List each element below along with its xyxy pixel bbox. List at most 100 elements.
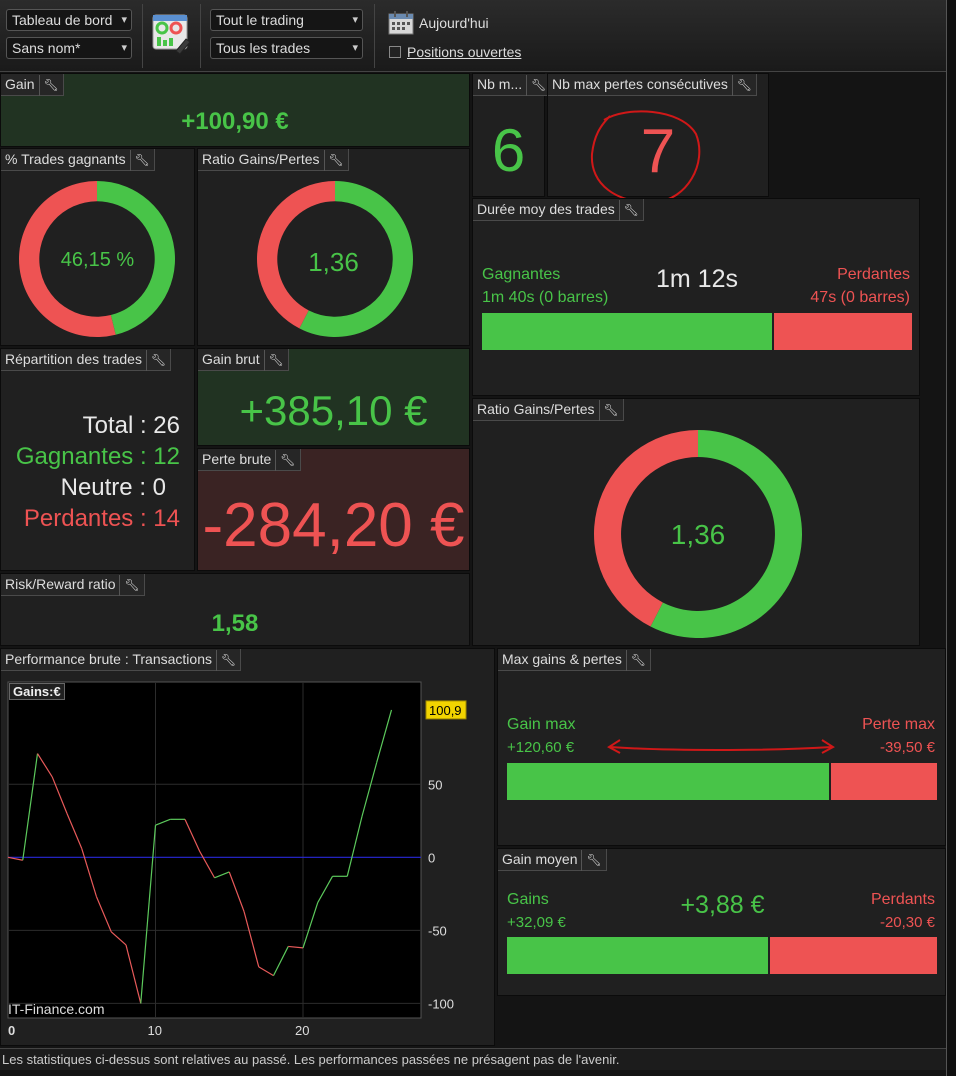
gain-brut-panel: Gain brut 🔧︎ +385,10 € xyxy=(197,348,470,446)
wrench-icon[interactable]: 🔧︎ xyxy=(263,350,284,371)
ratio-small-value: 1,36 xyxy=(308,247,359,277)
loss-bar xyxy=(770,937,937,974)
duree-loss-label: Perdantes xyxy=(837,266,910,283)
panel-title: Ratio Gains/Pertes 🔧︎ xyxy=(473,399,624,421)
chevron-down-icon: ▾ xyxy=(121,42,127,54)
nb-m-panel: Nb m... 🔧︎ 6 xyxy=(472,73,552,197)
panel-title-text: Gain brut xyxy=(202,351,260,367)
line-segment-down xyxy=(95,896,112,933)
panel-title: Gain 🔧︎ xyxy=(1,74,64,96)
duree-win-value: 1m 40s (0 barres) xyxy=(482,289,609,306)
donut-loss-slice xyxy=(19,181,116,337)
performance-chart[interactable]: 50 0 -50 -100 0 10 20 100,9 xyxy=(1,673,494,1045)
y-tick-label: -50 xyxy=(428,923,447,938)
y-tick-label: -100 xyxy=(428,996,454,1011)
perte-brute-value: -284,20 € xyxy=(202,491,465,560)
panel-title: Gain brut 🔧︎ xyxy=(198,349,289,371)
open-positions-checkbox[interactable] xyxy=(389,46,401,58)
wrench-icon[interactable]: 🔧︎ xyxy=(216,650,236,671)
risk-reward-value: 1,58 xyxy=(211,610,259,637)
panel-title-text: Nb max pertes consécutives xyxy=(552,76,728,92)
line-segment-down xyxy=(228,871,245,912)
x-tick-label: 10 xyxy=(148,1023,162,1038)
duree-loss-value: 47s (0 barres) xyxy=(810,289,910,306)
layout-name-select[interactable]: Sans nom* ▾ xyxy=(6,37,132,59)
line-segment-up xyxy=(346,816,363,877)
wrench-icon[interactable]: 🔧︎ xyxy=(598,400,619,421)
max-gp-win-value: +120,60 € xyxy=(507,739,575,756)
disclaimer-footer: Les statistiques ci-dessus sont relative… xyxy=(0,1048,946,1070)
nb-max-pertes-panel: Nb max pertes consécutives 🔧︎ 7 xyxy=(547,73,769,204)
line-segment-down xyxy=(110,931,127,946)
panel-title: Risk/Reward ratio 🔧︎ xyxy=(1,574,145,596)
wrench-icon[interactable]: 🔧︎ xyxy=(581,850,602,871)
ratio-small-donut xyxy=(257,181,413,337)
panel-title: Max gains & pertes 🔧︎ xyxy=(498,649,652,671)
pct-trades-value: 46,15 % xyxy=(60,249,135,271)
gain-moyen-win-label: Gains xyxy=(507,891,549,908)
wrench-icon[interactable]: 🔧︎ xyxy=(526,75,546,96)
trades-filter-select[interactable]: Tous les trades ▾ xyxy=(210,37,363,59)
panel-title-text: Ratio Gains/Pertes xyxy=(477,401,595,417)
line-segment-up xyxy=(376,709,393,763)
repartition-neutre: Neutre : 0 xyxy=(60,474,166,501)
dashboard-config-icon[interactable] xyxy=(152,13,192,55)
win-bar xyxy=(507,763,829,800)
trading-scope-select[interactable]: Tout le trading ▾ xyxy=(210,9,363,31)
wrench-icon[interactable]: 🔧︎ xyxy=(119,575,140,596)
line-segment-down xyxy=(81,848,98,897)
panel-title-text: Gain moyen xyxy=(502,851,578,867)
wrench-icon[interactable]: 🔧︎ xyxy=(145,350,166,371)
ratio-big-donut xyxy=(594,430,802,638)
wrench-icon[interactable]: 🔧︎ xyxy=(38,75,59,96)
open-positions-label[interactable]: Positions ouvertes xyxy=(407,44,522,60)
line-segment-up xyxy=(22,753,39,861)
wrench-icon[interactable]: 🔧︎ xyxy=(323,150,344,171)
line-segment-down xyxy=(51,776,68,814)
pct-trades-donut xyxy=(19,181,176,337)
wrench-icon[interactable]: 🔧︎ xyxy=(129,150,150,171)
wrench-icon[interactable]: 🔧︎ xyxy=(731,75,752,96)
line-segment-up xyxy=(361,762,378,817)
panel-title: Nb max pertes consécutives 🔧︎ xyxy=(548,74,758,96)
panel-title: Nb m... 🔧︎ xyxy=(473,74,552,96)
line-segment-up xyxy=(140,825,157,1004)
nb-m-value: 6 xyxy=(491,117,526,184)
dashboard-select[interactable]: Tableau de bord ▾ xyxy=(6,9,132,31)
toolbar: Tableau de bord ▾ Sans nom* ▾ Tout le trad… xyxy=(0,0,946,72)
today-button[interactable]: Aujourd'hui xyxy=(419,15,489,31)
wrench-icon[interactable]: 🔧︎ xyxy=(625,650,646,671)
panel-title-text: Nb m... xyxy=(477,76,523,92)
y-tick-label: 50 xyxy=(428,777,442,792)
chevron-down-icon: ▾ xyxy=(352,14,358,26)
layout-name-value: Sans nom* xyxy=(12,40,81,56)
gain-moyen-loss-label: Perdants xyxy=(870,891,935,908)
wrench-icon[interactable]: 🔧︎ xyxy=(275,450,296,471)
dashboard-select-value: Tableau de bord xyxy=(12,12,113,28)
line-segment-up xyxy=(317,876,334,903)
panel-title-text: Gain xyxy=(5,76,35,92)
panel-title: Gain moyen 🔧︎ xyxy=(498,849,607,871)
panel-title-text: Ratio Gains/Pertes xyxy=(202,151,320,167)
panel-title: Performance brute : Transactions 🔧︎ xyxy=(1,649,242,671)
gain-brut-value: +385,10 € xyxy=(239,387,428,434)
risk-reward-panel: Risk/Reward ratio 🔧︎ 1,58 xyxy=(0,573,470,646)
toolbar-divider xyxy=(200,4,201,68)
wrench-icon[interactable]: 🔧︎ xyxy=(618,200,639,221)
loss-bar xyxy=(831,763,937,800)
line-segment-down xyxy=(36,753,53,778)
line-segment-down xyxy=(66,813,83,849)
panel-title-text: Répartition des trades xyxy=(5,351,142,367)
line-segment-up xyxy=(302,902,319,949)
calendar-icon[interactable] xyxy=(388,11,414,35)
panel-title-text: Performance brute : Transactions xyxy=(5,651,212,667)
toolbar-divider xyxy=(142,4,143,68)
panel-title: Durée moy des trades 🔧︎ xyxy=(473,199,644,221)
donut-loss-slice xyxy=(594,430,698,627)
duree-win-label: Gagnantes xyxy=(482,266,561,283)
donut-win-slice xyxy=(650,430,802,638)
panel-title-text: Perte brute xyxy=(202,451,272,467)
last-value-label: 100,9 xyxy=(429,703,462,718)
panel-title-text: Risk/Reward ratio xyxy=(5,576,116,592)
panel-title-text: Max gains & pertes xyxy=(502,651,622,667)
